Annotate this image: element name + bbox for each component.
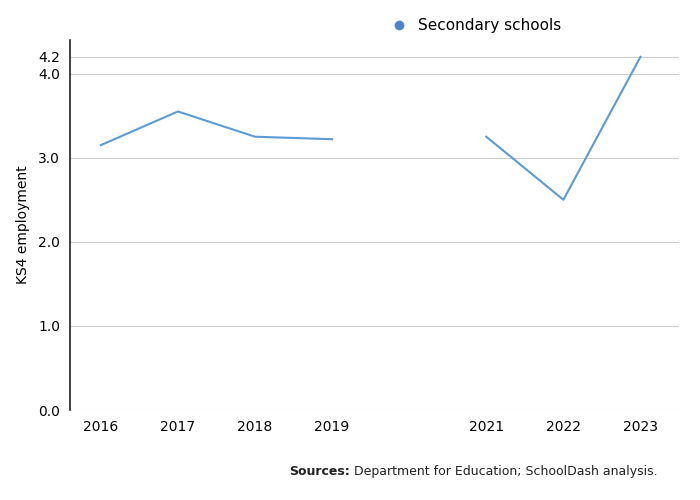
Legend: Secondary schools: Secondary schools bbox=[384, 18, 561, 33]
Y-axis label: KS4 employment: KS4 employment bbox=[16, 166, 30, 284]
Text: Department for Education; SchoolDash analysis.: Department for Education; SchoolDash ana… bbox=[350, 465, 657, 478]
Text: Sources:: Sources: bbox=[289, 465, 350, 478]
